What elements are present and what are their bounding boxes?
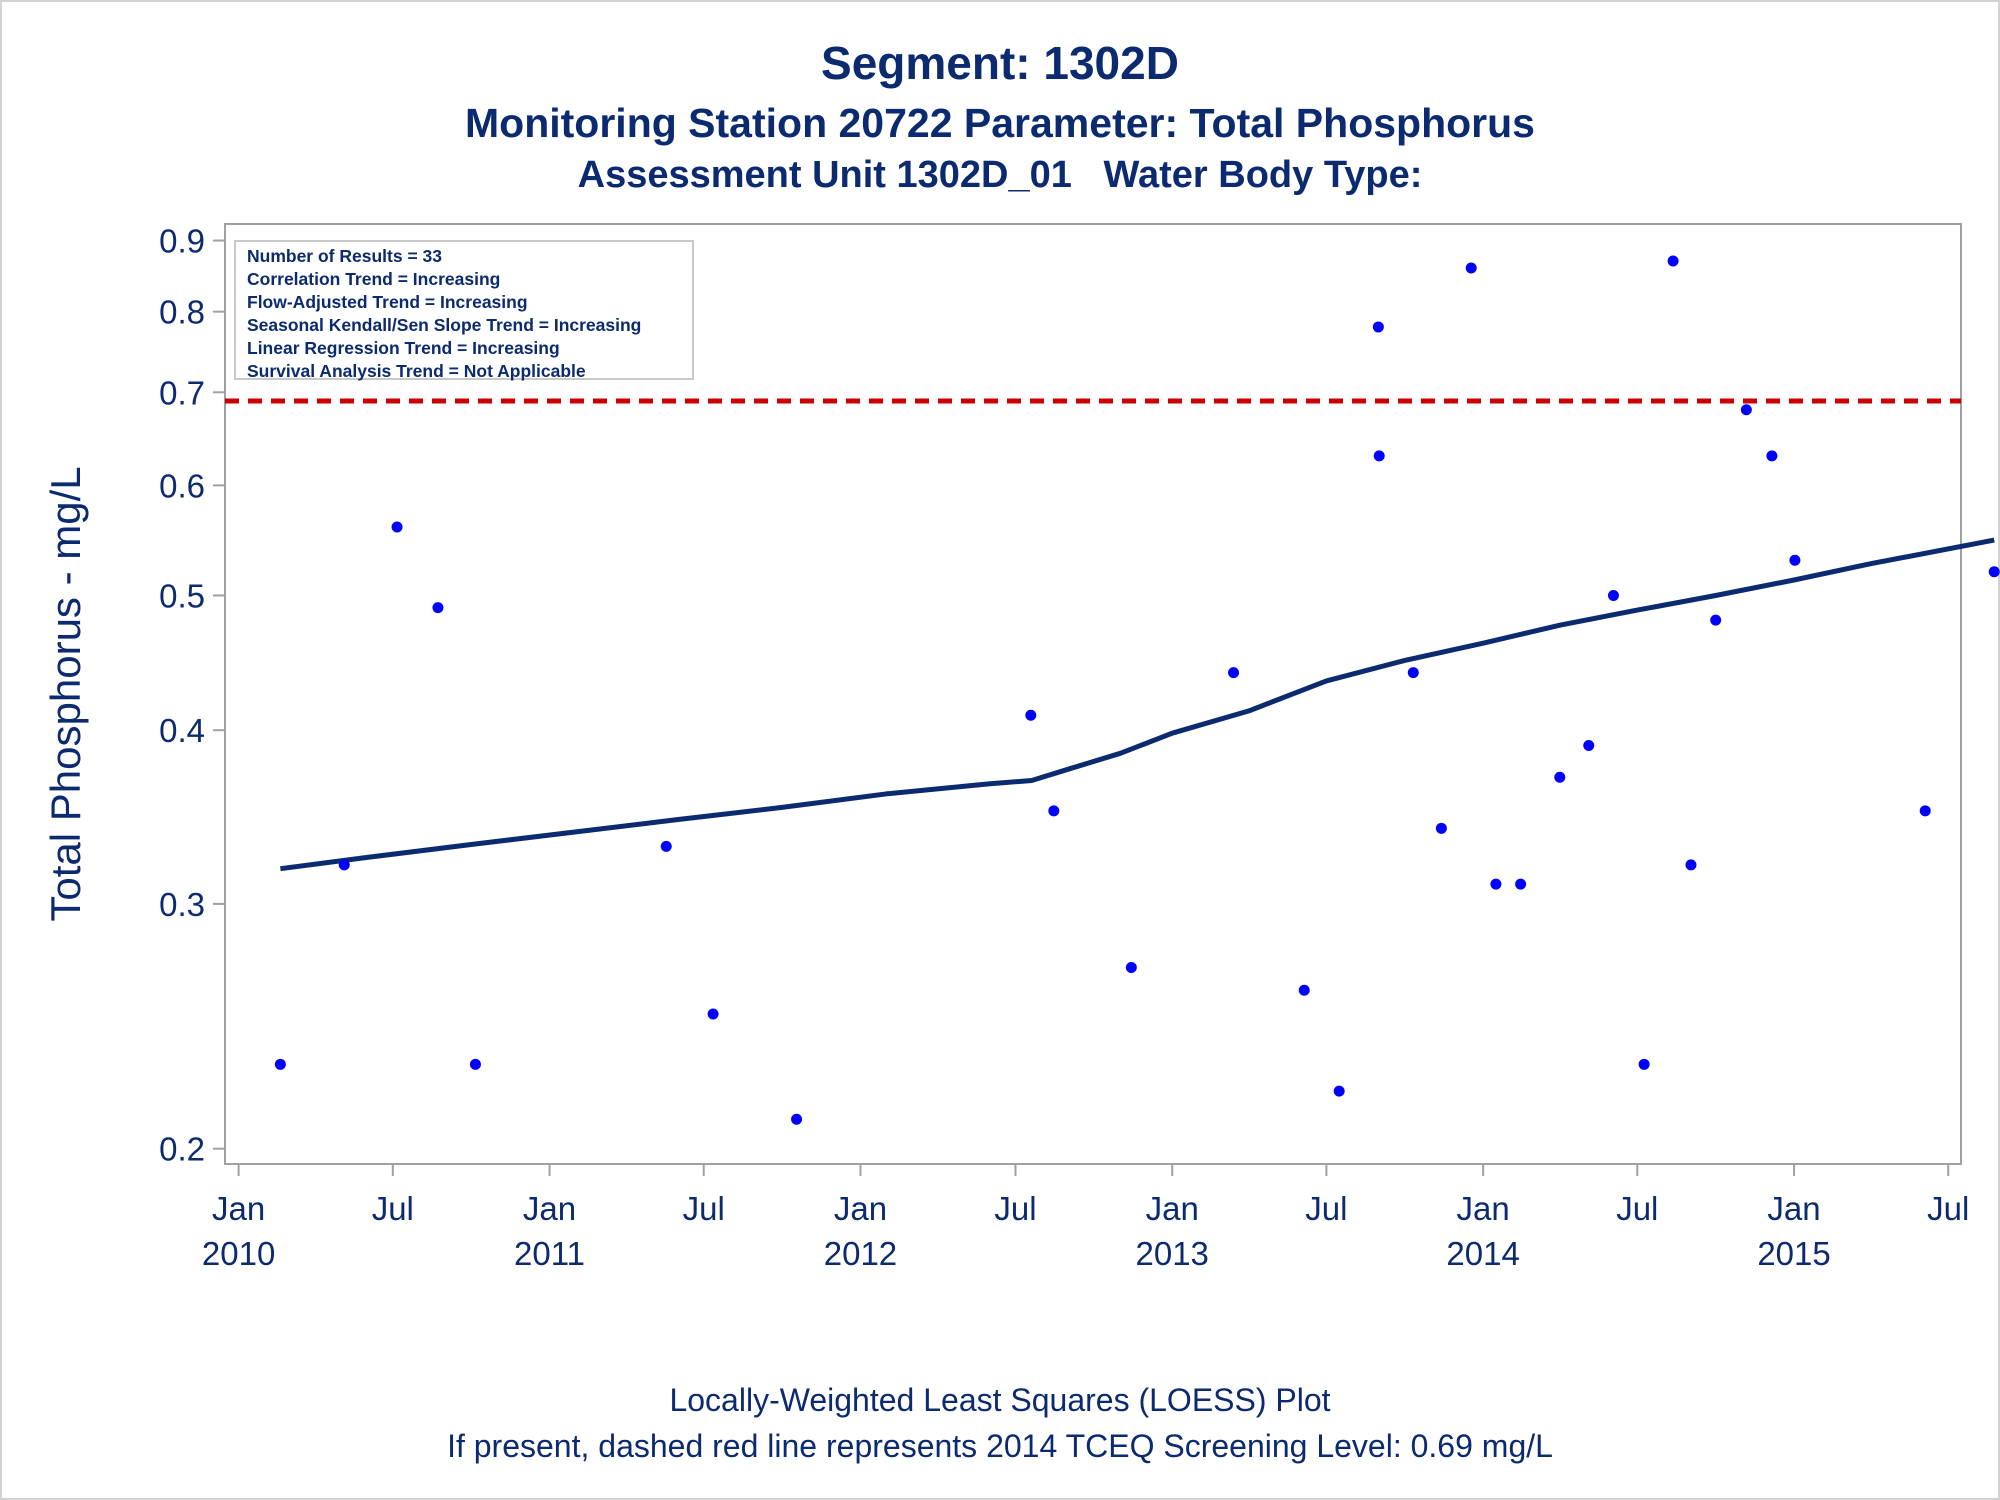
x-tick-year-label: 2011 [514,1235,585,1272]
data-point [391,521,403,533]
y-tick-label: 0.2 [159,1131,205,1168]
x-tick-label: Jan [523,1190,576,1227]
data-point [1372,321,1384,333]
x-tick-year-label: 2013 [1136,1235,1209,1272]
data-points [274,255,2000,1125]
y-tick-label: 0.8 [159,294,205,331]
data-point [1025,709,1037,721]
data-point [1583,739,1595,751]
data-point [1515,878,1527,890]
data-point [1465,262,1477,274]
x-tick-label: Jan [1767,1190,1820,1227]
data-point [660,840,672,852]
loess-line [280,537,1995,872]
y-tick-label: 0.6 [159,467,205,504]
data-point [1740,404,1752,416]
x-tick-label: Jan [1457,1190,1510,1227]
data-point [1607,589,1619,601]
y-tick-label: 0.7 [159,374,205,411]
data-point [1125,962,1137,974]
chart-subtitle-station: Monitoring Station 20722 Parameter: Tota… [465,100,1535,146]
x-tick-year-label: 2012 [824,1235,897,1272]
stat-linear-regression-trend: Linear Regression Trend = Increasing [247,338,560,358]
stat-correlation-trend: Correlation Trend = Increasing [247,269,501,289]
y-tick-label: 0.9 [159,223,205,260]
data-point [432,602,444,614]
data-point [274,1058,286,1070]
data-point [1554,771,1566,783]
x-tick-label: Jan [1146,1190,1199,1227]
y-tick-label: 0.4 [159,712,205,749]
y-tick-label: 0.3 [159,886,205,923]
data-point [1333,1085,1345,1097]
data-point [1789,554,1801,566]
stat-survival-analysis-trend: Survival Analysis Trend = Not Applicable [247,361,586,381]
x-tick-label: Jul [372,1190,414,1227]
y-axis: 0.2 0.3 0.4 0.5 0.6 0.7 0.8 0.9 [159,223,225,1168]
data-point [1766,450,1778,462]
stat-flow-adjusted-trend: Flow-Adjusted Trend = Increasing [247,292,528,312]
stat-number-of-results: Number of Results = 33 [247,246,442,266]
y-tick-label: 0.5 [159,577,205,614]
footnote-loess: Locally-Weighted Least Squares (LOESS) P… [669,1382,1331,1418]
footnote-screening-level: If present, dashed red line represents 2… [447,1428,1553,1464]
data-point [1667,255,1679,267]
x-tick-label: Jul [683,1190,725,1227]
trend-stats-box: Number of Results = 33 Correlation Trend… [234,240,694,381]
data-point [1373,450,1385,462]
data-point [1685,859,1697,871]
y-axis-label: Total Phosphorus - mg/L [42,466,89,921]
data-point [1407,667,1419,679]
x-tick-label: Jan [212,1190,265,1227]
data-point [1988,566,2000,578]
x-tick-label: Jul [1305,1190,1347,1227]
data-point [1490,878,1502,890]
data-point [791,1113,803,1125]
data-point [338,859,350,871]
plot-area [224,223,1962,1165]
data-point [1048,805,1060,817]
chart-subtitle-assessment: Assessment Unit 1302D_01 Water Body Type… [577,154,1423,196]
data-point [1638,1058,1650,1070]
x-tick-year-label: 2010 [202,1235,275,1272]
x-tick-year-label: 2015 [1757,1235,1830,1272]
data-point [1710,614,1722,626]
stat-seasonal-kendall-trend: Seasonal Kendall/Sen Slope Trend = Incre… [247,315,642,335]
x-axis: Jan 2010 Jul Jan 2011 Jul Jan 2012 Jul Jan 2013 Jul… [202,1164,1969,1272]
x-tick-label: Jan [834,1190,887,1227]
data-point [469,1058,481,1070]
data-point [707,1008,719,1020]
data-point [1228,667,1240,679]
data-point [1435,822,1447,834]
x-tick-label: Jul [1927,1190,1969,1227]
x-tick-label: Jul [994,1190,1036,1227]
chart-title: Segment: 1302D [821,37,1179,89]
data-point [1298,984,1310,996]
data-point [1919,805,1931,817]
x-tick-label: Jul [1616,1190,1658,1227]
x-tick-year-label: 2014 [1446,1235,1519,1272]
